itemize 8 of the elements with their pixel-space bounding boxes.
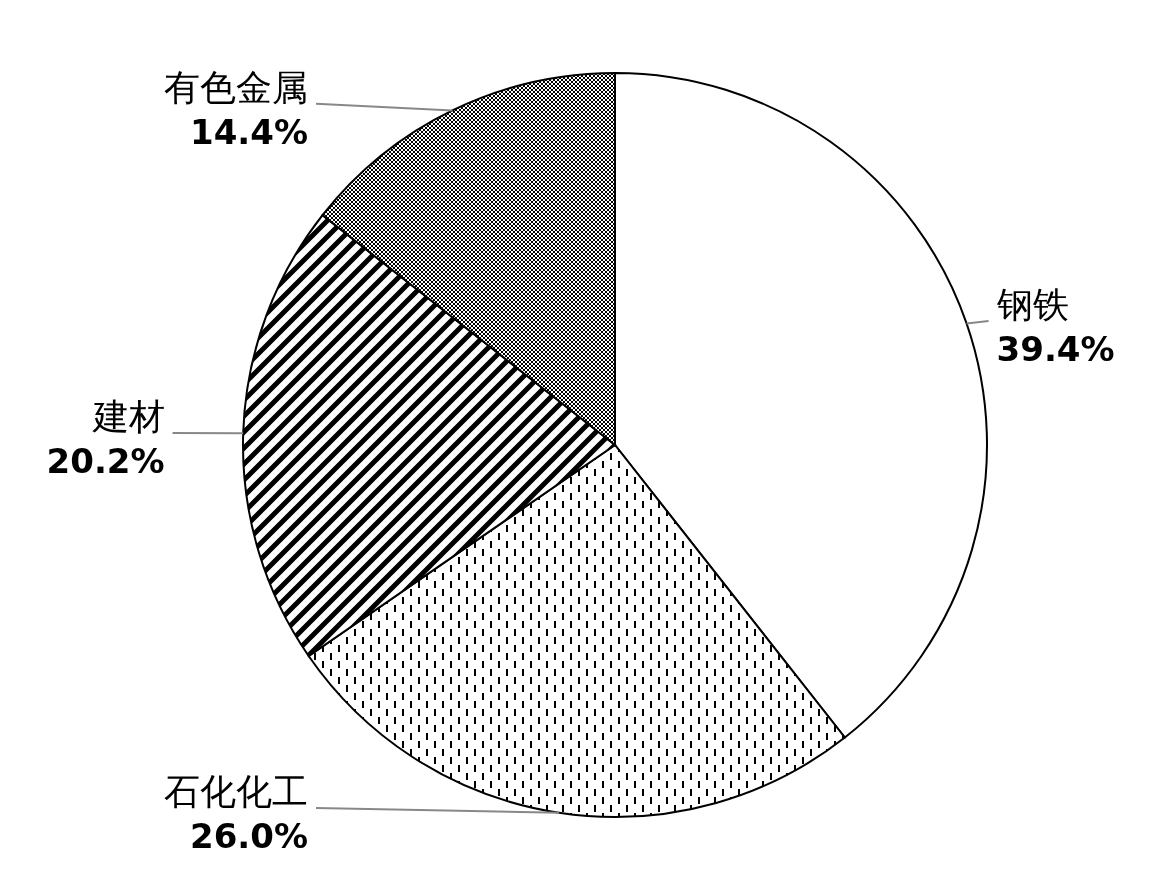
data-label: 39.4%	[996, 328, 1115, 369]
data-label: 14.4%	[190, 111, 308, 152]
slice-label: 有色金属	[164, 66, 308, 108]
slice-label: 建材	[91, 396, 165, 438]
data-label: 20.2%	[46, 441, 165, 482]
data-label: 26.0%	[190, 816, 308, 856]
slice-label: 钢铁	[995, 283, 1069, 325]
slice-label: 石化化工	[164, 771, 308, 812]
